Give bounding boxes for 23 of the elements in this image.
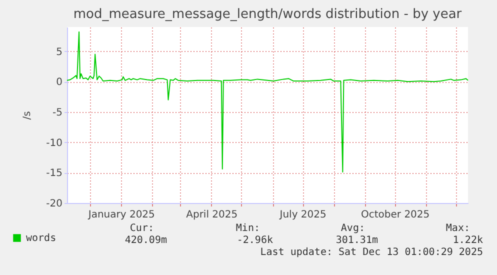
x-tick-label: April 2025 xyxy=(186,210,238,220)
line-series xyxy=(66,31,468,173)
y-tick-label: 0 xyxy=(56,77,62,88)
y-tick-label: -20 xyxy=(46,198,62,210)
legend-label: words xyxy=(26,233,56,244)
text: Max: xyxy=(446,223,470,234)
text: Last update: Sat Dec 13 01:00:29 2025 xyxy=(260,247,483,258)
text: 1.22k xyxy=(452,235,483,246)
y-axis-title: /s xyxy=(22,111,34,120)
y-tick-label: -15 xyxy=(46,168,62,180)
x-tick-label: July 2025 xyxy=(278,210,326,220)
x-tick-label: January 2025 xyxy=(87,210,155,220)
text: -2.96k xyxy=(236,235,273,246)
text: Cur: xyxy=(130,223,154,234)
text: 420.09m xyxy=(124,235,167,246)
x-tick-label: October 2025 xyxy=(360,210,430,220)
y-tick-label: -10 xyxy=(46,138,62,149)
y-tick-label: 5 xyxy=(56,46,62,58)
text: Min: xyxy=(236,223,260,234)
y-tick-label: -5 xyxy=(52,107,62,118)
text: Avg: xyxy=(340,223,365,234)
chart-title: mod_measure_message_length/words distribution - by year xyxy=(73,7,462,22)
text: 301.31m xyxy=(336,235,378,246)
